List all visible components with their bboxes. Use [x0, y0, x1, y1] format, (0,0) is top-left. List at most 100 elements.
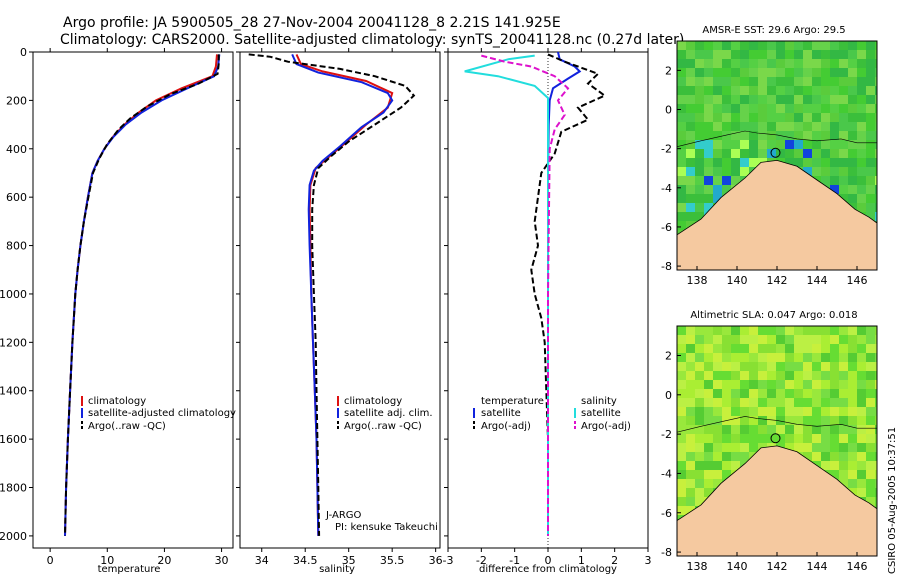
map-cell — [695, 443, 704, 452]
map-cell — [713, 194, 722, 203]
map-cell — [704, 461, 713, 470]
map-cell — [821, 50, 830, 59]
map-cell — [740, 68, 749, 77]
legend-temp-satellite: satellite-adjusted climatology — [88, 408, 236, 419]
map-cell — [848, 479, 857, 488]
map-cell — [875, 176, 877, 185]
map-cell — [839, 158, 848, 167]
map-cell — [686, 113, 695, 122]
map-cell — [686, 131, 695, 140]
map-cell — [695, 41, 704, 50]
map-cell — [821, 380, 830, 389]
map-cell — [695, 131, 704, 140]
x-tick-label: 10 — [100, 554, 114, 567]
map-cell — [839, 167, 848, 176]
map-cell — [875, 131, 877, 140]
map-cell — [821, 131, 830, 140]
map-cell — [803, 425, 812, 434]
map-cell — [740, 389, 749, 398]
map-cell — [686, 344, 695, 353]
map-cell — [731, 407, 740, 416]
map-cell — [713, 362, 722, 371]
coastline — [677, 416, 877, 433]
map-cell — [776, 371, 785, 380]
map-cell — [848, 470, 857, 479]
map-cell — [830, 461, 839, 470]
map-cell — [866, 497, 875, 506]
map-cell — [695, 194, 704, 203]
map-cell — [803, 50, 812, 59]
map-cell — [857, 380, 866, 389]
map-cell — [749, 425, 758, 434]
timestamp-note: CSIRO 05-Aug-2005 10:37:51 — [887, 427, 898, 574]
map-cell — [740, 95, 749, 104]
map-cell — [731, 41, 740, 50]
map-cell — [875, 167, 877, 176]
map-cell — [875, 470, 877, 479]
map-cell — [821, 59, 830, 68]
map-cell — [740, 131, 749, 140]
map-cell — [713, 389, 722, 398]
map-cell — [803, 380, 812, 389]
map-cell — [677, 212, 686, 221]
map-cell — [776, 77, 785, 86]
map-cell — [722, 344, 731, 353]
map-cell — [866, 425, 875, 434]
map-cell — [866, 434, 875, 443]
map-cell — [767, 335, 776, 344]
map-cell — [821, 461, 830, 470]
map-cell — [731, 167, 740, 176]
map-cell — [821, 95, 830, 104]
map-x-tick-label: 142 — [767, 560, 788, 573]
map-cell — [722, 425, 731, 434]
map-cell — [749, 335, 758, 344]
map-cell — [695, 59, 704, 68]
map-cell — [749, 113, 758, 122]
map-cell — [821, 425, 830, 434]
map-cell — [839, 407, 848, 416]
map-cell — [731, 443, 740, 452]
map-cell — [731, 140, 740, 149]
map-cell — [704, 362, 713, 371]
map-cell — [803, 362, 812, 371]
map-cell — [839, 326, 848, 335]
map-cell — [713, 158, 722, 167]
map-cell — [731, 68, 740, 77]
map-cell — [704, 443, 713, 452]
map-cell — [866, 68, 875, 77]
x-tick-label: 35.5 — [380, 554, 405, 567]
map-cell — [776, 389, 785, 398]
legend-diff-temp-title: temperature — [481, 396, 544, 407]
map-cell — [749, 68, 758, 77]
map-cell — [722, 50, 731, 59]
map-cell — [830, 122, 839, 131]
map-cell — [812, 371, 821, 380]
legend-sal-climatology: climatology — [344, 396, 402, 407]
map-cell — [830, 50, 839, 59]
map-cell — [740, 335, 749, 344]
map-cell — [677, 407, 686, 416]
map-cell — [821, 335, 830, 344]
map-cell — [740, 416, 749, 425]
map-cell — [740, 380, 749, 389]
map-cell — [767, 140, 776, 149]
map-cell — [821, 371, 830, 380]
map-cell — [821, 326, 830, 335]
map-cell — [848, 122, 857, 131]
y-tick-label: 1200 — [0, 336, 27, 349]
map-cell — [704, 68, 713, 77]
map-cell — [695, 452, 704, 461]
map-cell — [722, 326, 731, 335]
map-cell — [839, 59, 848, 68]
map-cell — [758, 335, 767, 344]
map-cell — [695, 371, 704, 380]
argo-float-marker — [770, 433, 781, 444]
map-cell — [875, 434, 877, 443]
map-cell — [758, 77, 767, 86]
map-cell — [848, 167, 857, 176]
map-cell — [803, 68, 812, 77]
map-y-tick-label: -4 — [661, 467, 672, 480]
map-cell — [803, 371, 812, 380]
map-cell — [794, 122, 803, 131]
map-cell — [848, 194, 857, 203]
